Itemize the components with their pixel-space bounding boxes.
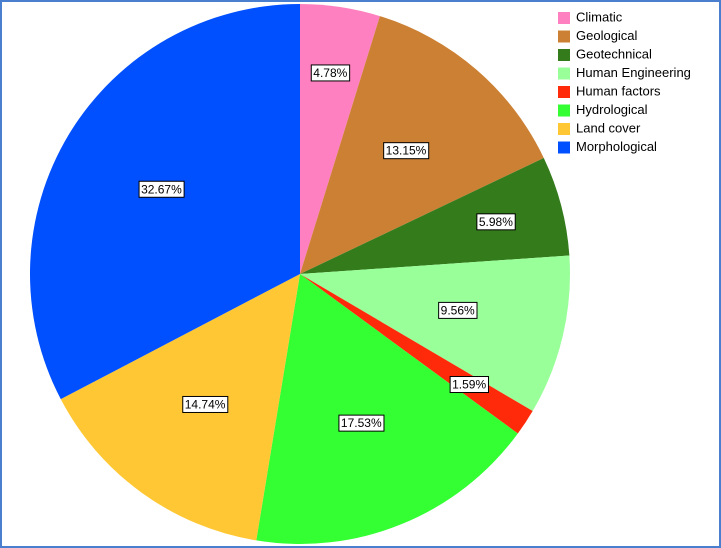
slice — [300, 255, 570, 412]
legend-label: Climatic — [576, 9, 623, 24]
slice — [300, 157, 570, 274]
legend-swatch — [558, 30, 570, 43]
slice — [60, 274, 300, 541]
data-label: 14.74% — [185, 397, 226, 411]
label-box — [182, 395, 229, 413]
data-label: 1.59% — [452, 378, 486, 392]
legend-label: Morphological — [576, 139, 657, 154]
slice — [300, 274, 533, 434]
legend-label: Geotechnical — [576, 46, 652, 61]
data-label: 17.53% — [341, 416, 382, 430]
label-box — [138, 180, 185, 198]
legend-swatch — [558, 86, 570, 98]
legend-swatch — [558, 123, 570, 135]
label-box — [338, 414, 385, 432]
legend-swatch — [558, 104, 570, 117]
label-box — [438, 301, 478, 319]
labels: 4.78% 13.15% 5.98% 9.56% 1.59% 17.53% 14.74% 32… — [138, 64, 516, 432]
data-label: 5.98% — [479, 215, 513, 229]
legend-label: Human factors — [576, 83, 661, 98]
legend-swatch — [558, 141, 570, 154]
legend-swatch — [558, 49, 570, 61]
data-label: 32.67% — [141, 182, 182, 196]
label-box — [449, 376, 489, 394]
label-box — [383, 142, 430, 160]
pie — [30, 4, 570, 545]
label-box — [476, 213, 516, 231]
legend: Climatic Geological Geotechnical Human Engi… — [558, 9, 691, 154]
legend-label: Human Engineering — [576, 65, 691, 80]
data-label: 13.15% — [386, 144, 427, 158]
slice — [256, 274, 518, 545]
data-label: 9.56% — [441, 303, 475, 317]
legend-swatch — [558, 12, 570, 24]
legend-label: Hydrological — [576, 102, 648, 117]
slice — [30, 4, 300, 400]
legend-label: Land cover — [576, 120, 641, 135]
label-box — [310, 64, 351, 82]
data-label: 4.78% — [313, 66, 347, 80]
legend-swatch — [558, 67, 570, 80]
legend-label: Geological — [576, 28, 638, 43]
